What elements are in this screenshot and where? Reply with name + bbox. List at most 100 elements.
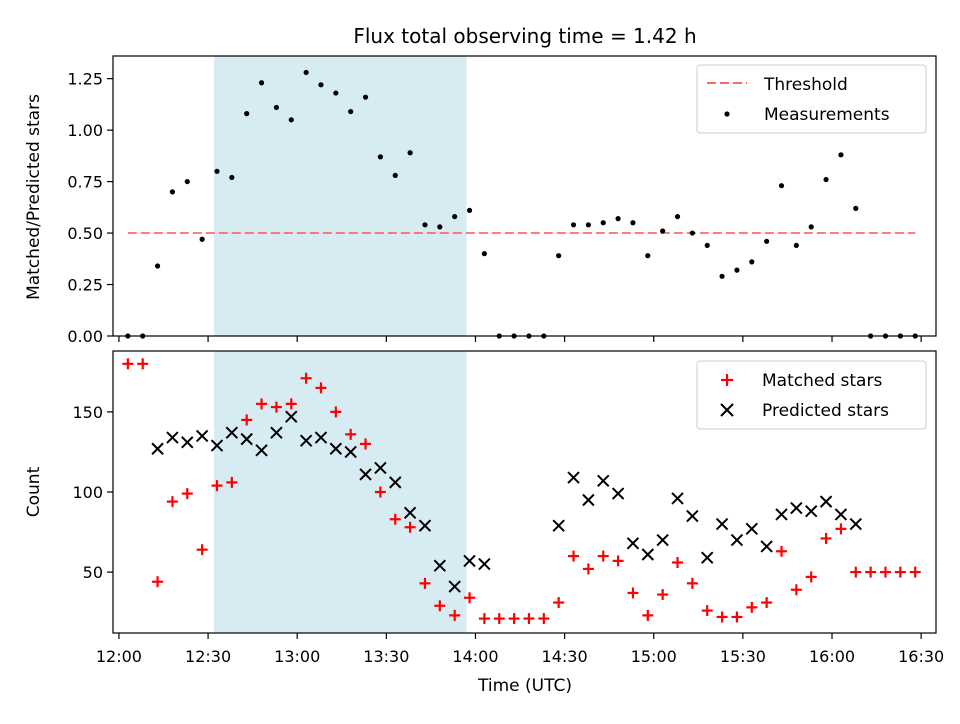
predicted-star-point: [790, 501, 803, 515]
measurement-point: [407, 150, 413, 156]
top-axes-frame: [112, 55, 937, 337]
measurement-point: [585, 222, 591, 228]
matched-star-point: [434, 600, 446, 612]
measurement-point: [660, 228, 666, 234]
matched-star-point: [449, 609, 461, 621]
predicted-star-point: [403, 506, 417, 520]
measurement-point: [318, 82, 324, 88]
measurement-point: [764, 238, 770, 244]
measurement-point: [288, 117, 294, 123]
predicted-star-point: [195, 429, 209, 443]
measurement-point: [674, 213, 681, 220]
matched-star-point: [137, 358, 149, 370]
predicted-star-point: [181, 436, 194, 449]
matched-star-point: [538, 613, 550, 625]
top-y-tick-label: 0.75: [67, 173, 103, 192]
matched-star-point: [404, 521, 416, 533]
predicted-star-point: [359, 468, 372, 481]
measurement-point: [377, 154, 384, 160]
top-y-tick-label: 1.00: [67, 121, 103, 140]
predicted-star-point: [151, 442, 164, 455]
predicted-star-point: [715, 517, 729, 531]
top-y-tick-label: 0.25: [67, 276, 103, 295]
measurement-point: [452, 213, 458, 220]
matched-star-point: [464, 592, 476, 604]
matched-star-point: [761, 597, 773, 609]
matched-star-point: [478, 613, 490, 625]
bottom-legend-box: [696, 360, 927, 430]
legend-matched-swatch: [721, 374, 733, 386]
measurement-point: [333, 90, 339, 96]
predicted-star-point: [611, 487, 625, 500]
predicted-star-point: [745, 522, 758, 536]
predicted-star-point: [270, 426, 283, 439]
x-axis-label: Time (UTC): [477, 676, 572, 696]
matched-star-point: [686, 577, 698, 589]
predicted-star-point: [463, 554, 476, 568]
predicted-star-point: [656, 533, 669, 547]
matched-star-point: [657, 589, 669, 601]
x-tick-label: 16:30: [898, 647, 944, 666]
predicted-star-point: [285, 410, 298, 423]
matched-star-point: [226, 476, 238, 488]
predicted-star-point: [626, 537, 640, 550]
measurement-point: [719, 273, 725, 279]
matched-star-point: [241, 414, 253, 426]
measurement-point: [600, 220, 606, 226]
predicted-star-point: [448, 580, 461, 593]
predicted-star-point: [567, 471, 580, 484]
measurement-point: [689, 230, 695, 236]
measurement-point: [778, 183, 785, 189]
predicted-star-point: [730, 533, 744, 547]
predicted-star-point: [225, 426, 239, 439]
matched-star-point: [330, 406, 342, 418]
x-tick-label: 13:30: [363, 647, 409, 666]
measurement-point: [645, 253, 651, 259]
bottom-shaded-region: [214, 351, 467, 633]
matched-star-point: [612, 555, 624, 567]
matched-star-point: [731, 611, 743, 623]
legend-threshold-label: Threshold: [763, 75, 848, 95]
measurement-point: [838, 152, 844, 158]
measurement-point: [154, 263, 161, 269]
predicted-star-point: [478, 557, 491, 571]
x-tick-label: 13:00: [274, 647, 320, 666]
measurement-point: [229, 174, 235, 181]
measurement-point: [348, 108, 354, 115]
matched-star-point: [701, 605, 713, 617]
bottom-legend: Matched stars Predicted stars: [696, 360, 927, 430]
top-y-ticks: 0.00 0.25 0.50 0.75 1.00 1.25: [67, 70, 113, 346]
measurement-point: [422, 222, 428, 228]
x-tick-label: 12:00: [96, 647, 142, 666]
measurement-point: [362, 94, 369, 100]
measurement-point: [273, 104, 280, 111]
matched-star-point: [419, 577, 431, 589]
predicted-star-point: [314, 431, 328, 444]
matched-star-point: [285, 398, 297, 410]
bottom-axes-frame: [112, 350, 937, 634]
predicted-star-point: [775, 508, 788, 521]
matched-star-point: [835, 523, 847, 535]
matched-star-point: [746, 601, 758, 613]
matched-star-point: [627, 587, 639, 599]
matched-star-point: [152, 576, 164, 588]
measurement-point: [556, 253, 562, 259]
matched-star-point: [493, 613, 505, 625]
measurement-point: [734, 267, 740, 273]
matched-star-point: [389, 513, 401, 525]
measurement-point: [437, 224, 443, 230]
bottom-x-ticks: 12:00 12:30 13:00 13:30 14:00 14:30 15:00 15:30…: [96, 633, 944, 666]
predicted-star-point: [552, 519, 565, 532]
measurement-point: [823, 176, 829, 183]
measurement-point: [615, 216, 621, 222]
matched-star-point: [122, 358, 134, 370]
x-tick-label: 15:00: [631, 647, 677, 666]
matched-star-point: [166, 496, 178, 508]
bottom-y-tick-label: 100: [72, 483, 103, 502]
measurement-point: [214, 168, 220, 174]
measurement-point: [808, 224, 814, 230]
matched-star-point: [597, 550, 609, 562]
bottom-y-ticks: 50 100 150: [72, 403, 113, 582]
matched-star-point: [790, 584, 802, 596]
legend-predicted-label: Predicted stars: [762, 401, 889, 421]
